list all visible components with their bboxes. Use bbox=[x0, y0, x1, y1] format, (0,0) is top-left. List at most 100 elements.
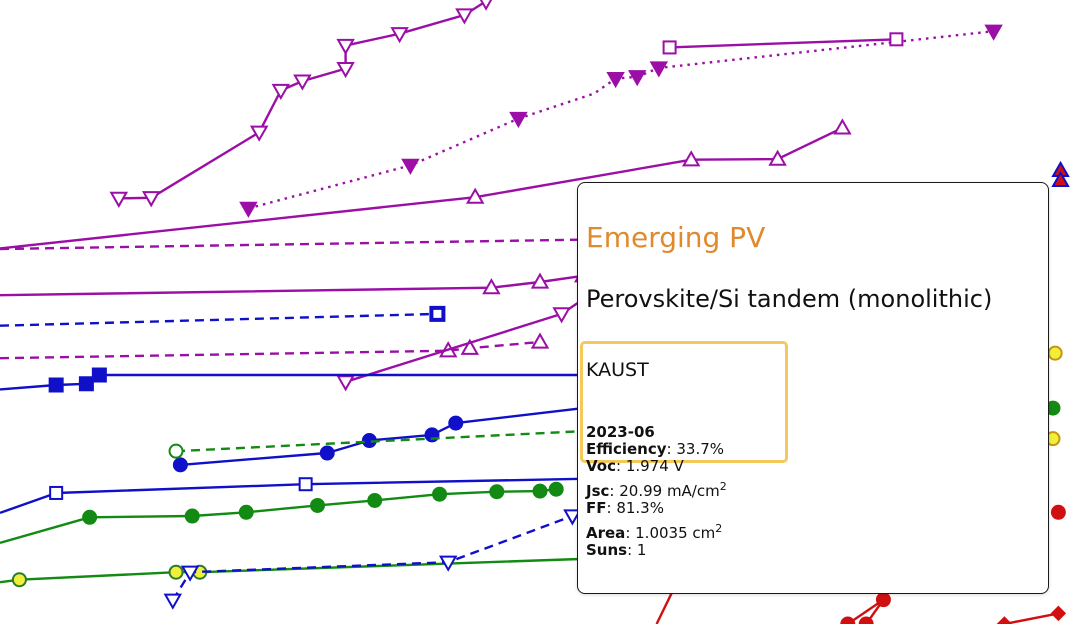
series-13 bbox=[0, 481, 564, 545]
data-point[interactable] bbox=[1047, 345, 1063, 361]
data-point[interactable] bbox=[681, 150, 701, 167]
data-point[interactable] bbox=[460, 338, 480, 355]
data-point[interactable] bbox=[1050, 504, 1066, 520]
data-point[interactable] bbox=[432, 486, 448, 502]
data-point[interactable] bbox=[858, 616, 874, 624]
data-point[interactable] bbox=[82, 509, 98, 525]
series-4 bbox=[0, 238, 584, 251]
series-8 bbox=[0, 305, 446, 327]
data-point[interactable] bbox=[448, 415, 464, 431]
data-point[interactable] bbox=[984, 24, 1003, 41]
data-point[interactable] bbox=[552, 307, 571, 324]
series-6 bbox=[0, 332, 550, 360]
data-point[interactable] bbox=[768, 149, 787, 166]
data-point[interactable] bbox=[168, 564, 184, 580]
series-2-line bbox=[669, 38, 897, 49]
series-2 bbox=[662, 32, 904, 55]
series-14 bbox=[0, 557, 595, 588]
tooltip-category: Emerging PV bbox=[586, 221, 766, 254]
series-19 bbox=[1051, 160, 1070, 187]
tooltip-device-type: Perovskite/Si tandem (monolithic) bbox=[586, 285, 993, 313]
data-point[interactable] bbox=[184, 508, 200, 524]
tooltip-ff: FF: 81.3% bbox=[586, 499, 664, 517]
data-point[interactable] bbox=[401, 158, 420, 175]
data-point[interactable] bbox=[833, 118, 852, 135]
series-22 bbox=[1050, 504, 1066, 520]
series-3 bbox=[0, 118, 852, 250]
series-1 bbox=[239, 24, 1003, 218]
data-point[interactable] bbox=[429, 305, 446, 322]
data-point-tooltip: Emerging PV Perovskite/Si tandem (monoli… bbox=[577, 182, 1049, 594]
data-point[interactable] bbox=[1050, 605, 1067, 622]
data-point[interactable] bbox=[649, 61, 669, 78]
series-0-line bbox=[118, 0, 487, 200]
data-point[interactable] bbox=[390, 27, 409, 44]
data-point[interactable] bbox=[239, 201, 258, 218]
series-14-line bbox=[0, 557, 595, 584]
data-point[interactable] bbox=[875, 592, 891, 608]
data-point[interactable] bbox=[548, 481, 564, 497]
data-point[interactable] bbox=[530, 272, 550, 289]
data-point[interactable] bbox=[78, 376, 94, 392]
data-point[interactable] bbox=[1051, 170, 1070, 187]
data-point[interactable] bbox=[509, 111, 528, 129]
data-point[interactable] bbox=[336, 375, 355, 392]
data-point[interactable] bbox=[627, 70, 647, 87]
series-10-line bbox=[180, 405, 595, 467]
series-10 bbox=[172, 405, 595, 473]
data-point[interactable] bbox=[298, 477, 313, 492]
series-9 bbox=[0, 367, 594, 393]
series-13-line bbox=[0, 488, 557, 545]
data-point[interactable] bbox=[482, 278, 501, 295]
data-point[interactable] bbox=[172, 457, 188, 473]
tooltip-suns: Suns: 1 bbox=[586, 541, 647, 559]
series-17 bbox=[840, 592, 891, 624]
data-point[interactable] bbox=[91, 367, 107, 383]
series-0 bbox=[109, 0, 494, 208]
data-point[interactable] bbox=[168, 443, 184, 459]
series-11 bbox=[168, 429, 595, 459]
data-point[interactable] bbox=[563, 509, 582, 526]
data-point[interactable] bbox=[489, 484, 505, 500]
data-point[interactable] bbox=[336, 38, 355, 56]
series-7-line bbox=[345, 291, 595, 384]
data-point[interactable] bbox=[293, 74, 312, 91]
series-18-line bbox=[1004, 612, 1059, 624]
data-point[interactable] bbox=[310, 497, 326, 513]
data-point[interactable] bbox=[367, 492, 383, 508]
data-point[interactable] bbox=[238, 504, 254, 520]
series-4-line bbox=[0, 238, 584, 251]
data-point[interactable] bbox=[840, 616, 856, 624]
series-5-line bbox=[0, 274, 584, 297]
data-point[interactable] bbox=[11, 572, 27, 588]
data-point[interactable] bbox=[48, 377, 64, 393]
data-point[interactable] bbox=[606, 71, 625, 89]
data-point[interactable] bbox=[465, 187, 485, 204]
series-15 bbox=[163, 509, 582, 610]
data-point[interactable] bbox=[141, 191, 161, 208]
data-point[interactable] bbox=[319, 445, 335, 461]
tooltip-efficiency: Efficiency: 33.7% bbox=[586, 440, 725, 458]
data-point[interactable] bbox=[438, 555, 458, 572]
series-12 bbox=[0, 477, 595, 515]
data-point[interactable] bbox=[336, 62, 355, 79]
data-point[interactable] bbox=[662, 40, 677, 55]
data-point[interactable] bbox=[889, 32, 904, 47]
series-8-line bbox=[0, 312, 438, 327]
series-16-line bbox=[655, 592, 673, 624]
data-point[interactable] bbox=[271, 83, 291, 100]
tooltip-details: 2023-06 Efficiency: 33.7% Voc: 1.974 V J… bbox=[586, 424, 727, 559]
data-point[interactable] bbox=[109, 191, 129, 208]
data-point[interactable] bbox=[996, 616, 1013, 624]
data-point[interactable] bbox=[479, 0, 494, 11]
data-point[interactable] bbox=[455, 8, 474, 25]
data-point[interactable] bbox=[49, 485, 64, 500]
data-point[interactable] bbox=[532, 483, 548, 499]
data-point[interactable] bbox=[530, 332, 550, 349]
data-point[interactable] bbox=[180, 565, 200, 582]
data-point[interactable] bbox=[163, 593, 183, 610]
tooltip-jsc: Jsc: 20.99 mA/cm2 bbox=[586, 480, 727, 500]
data-point[interactable] bbox=[249, 125, 269, 142]
tooltip-area: Area: 1.0035 cm2 bbox=[586, 522, 723, 542]
